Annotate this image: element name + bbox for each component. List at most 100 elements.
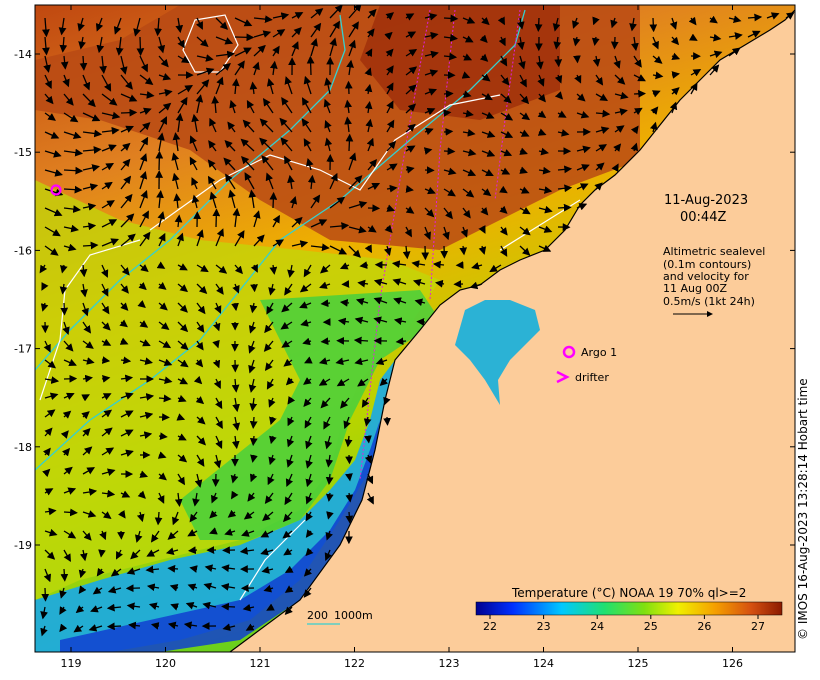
velocity-vector — [157, 282, 167, 290]
velocity-vector — [443, 167, 457, 176]
velocity-vector — [305, 157, 314, 171]
velocity-vector — [215, 228, 224, 247]
velocity-vector — [310, 243, 330, 252]
velocity-vector — [82, 510, 97, 518]
velocity-vector — [537, 110, 547, 119]
velocity-vector — [79, 55, 88, 71]
velocity-vector — [157, 451, 167, 459]
velocity-vector — [269, 435, 277, 445]
velocity-vector — [709, 15, 718, 24]
velocity-vector — [320, 299, 331, 308]
velocity-vector — [538, 205, 553, 214]
velocity-vector — [630, 142, 639, 152]
colorbar-tick-label: 27 — [751, 620, 765, 633]
velocity-vector — [120, 158, 131, 171]
velocity-vector — [386, 65, 394, 76]
velocity-vector — [215, 435, 223, 449]
velocity-vector — [101, 93, 118, 106]
velocity-vector — [305, 492, 313, 505]
velocity-vector — [82, 446, 93, 456]
velocity-vector — [130, 549, 141, 560]
velocity-vector — [614, 108, 628, 116]
velocity-vector — [304, 356, 313, 364]
velocity-vector — [481, 92, 493, 101]
velocity-vector — [101, 111, 121, 120]
velocity-vector — [460, 226, 468, 238]
velocity-vector — [120, 429, 134, 437]
y-tick-label: -16 — [14, 244, 32, 257]
velocity-vector — [82, 374, 93, 383]
velocity-vector — [264, 359, 274, 371]
velocity-vector — [63, 392, 75, 400]
velocity-vector — [177, 394, 187, 403]
velocity-vector — [538, 166, 551, 175]
velocity-vector — [364, 454, 373, 464]
velocity-vector — [462, 207, 471, 219]
velocity-vector — [117, 510, 126, 519]
velocity-vector — [671, 52, 681, 60]
credit-text: © IMOS 16-Aug-2023 13:28:14 Hobart time — [796, 378, 810, 640]
velocity-vector — [150, 530, 160, 543]
velocity-vector — [557, 110, 567, 118]
velocity-vector — [95, 17, 104, 32]
velocity-vector — [538, 244, 552, 252]
velocity-vector — [225, 173, 236, 190]
velocity-vector — [462, 169, 477, 177]
velocity-vector — [172, 172, 180, 190]
velocity-vector — [101, 409, 113, 418]
velocity-vector — [136, 511, 145, 523]
velocity-vector — [137, 300, 146, 309]
velocity-vector — [348, 200, 368, 209]
velocity-vector — [209, 191, 217, 209]
drifter-legend-label: drifter — [575, 371, 609, 384]
velocity-vector — [195, 17, 203, 30]
velocity-vector — [366, 473, 374, 485]
velocity-vector — [284, 283, 293, 296]
velocity-vector — [363, 416, 372, 427]
velocity-vector — [344, 99, 353, 114]
x-tick-label: 121 — [250, 657, 271, 670]
velocity-vector — [44, 376, 60, 384]
velocity-vector — [243, 511, 255, 520]
velocity-vector — [329, 20, 340, 38]
velocity-vector — [367, 182, 381, 190]
velocity-vector — [442, 226, 450, 241]
velocity-vector — [354, 357, 369, 366]
velocity-vector — [262, 511, 274, 522]
velocity-vector — [174, 492, 183, 507]
velocity-vector — [106, 603, 122, 612]
velocity-vector — [139, 210, 149, 228]
velocity-vector — [174, 214, 183, 228]
velocity-vector — [282, 530, 293, 539]
velocity-vector — [395, 337, 407, 346]
velocity-vector — [572, 17, 580, 29]
velocity-vector — [119, 55, 128, 75]
velocity-vector — [269, 264, 278, 275]
velocity-vector — [81, 394, 90, 402]
velocity-vector — [139, 107, 152, 116]
velocity-vector — [728, 47, 741, 57]
velocity-vector — [266, 78, 275, 95]
velocity-vector — [101, 447, 115, 456]
velocity-vector — [462, 148, 477, 157]
velocity-vector — [284, 76, 293, 95]
x-tick-label: 126 — [722, 657, 743, 670]
velocity-vector — [651, 36, 659, 50]
velocity-vector — [364, 244, 372, 254]
velocity-vector — [99, 55, 107, 74]
velocity-vector — [519, 74, 527, 88]
velocity-vector — [286, 454, 294, 468]
swath-edge-2 — [429, 9, 456, 301]
velocity-vector — [481, 16, 490, 26]
velocity-vector — [519, 206, 531, 215]
velocity-vector — [424, 127, 434, 136]
velocity-vector — [652, 71, 664, 80]
velocity-vector — [263, 340, 274, 352]
velocity-vector — [411, 260, 426, 268]
velocity-vector — [281, 302, 293, 313]
velocity-vector — [471, 262, 483, 270]
velocity-vector — [346, 59, 354, 76]
velocity-vector — [462, 53, 473, 61]
velocity-vector — [366, 28, 375, 38]
velocity-vector — [120, 283, 129, 294]
